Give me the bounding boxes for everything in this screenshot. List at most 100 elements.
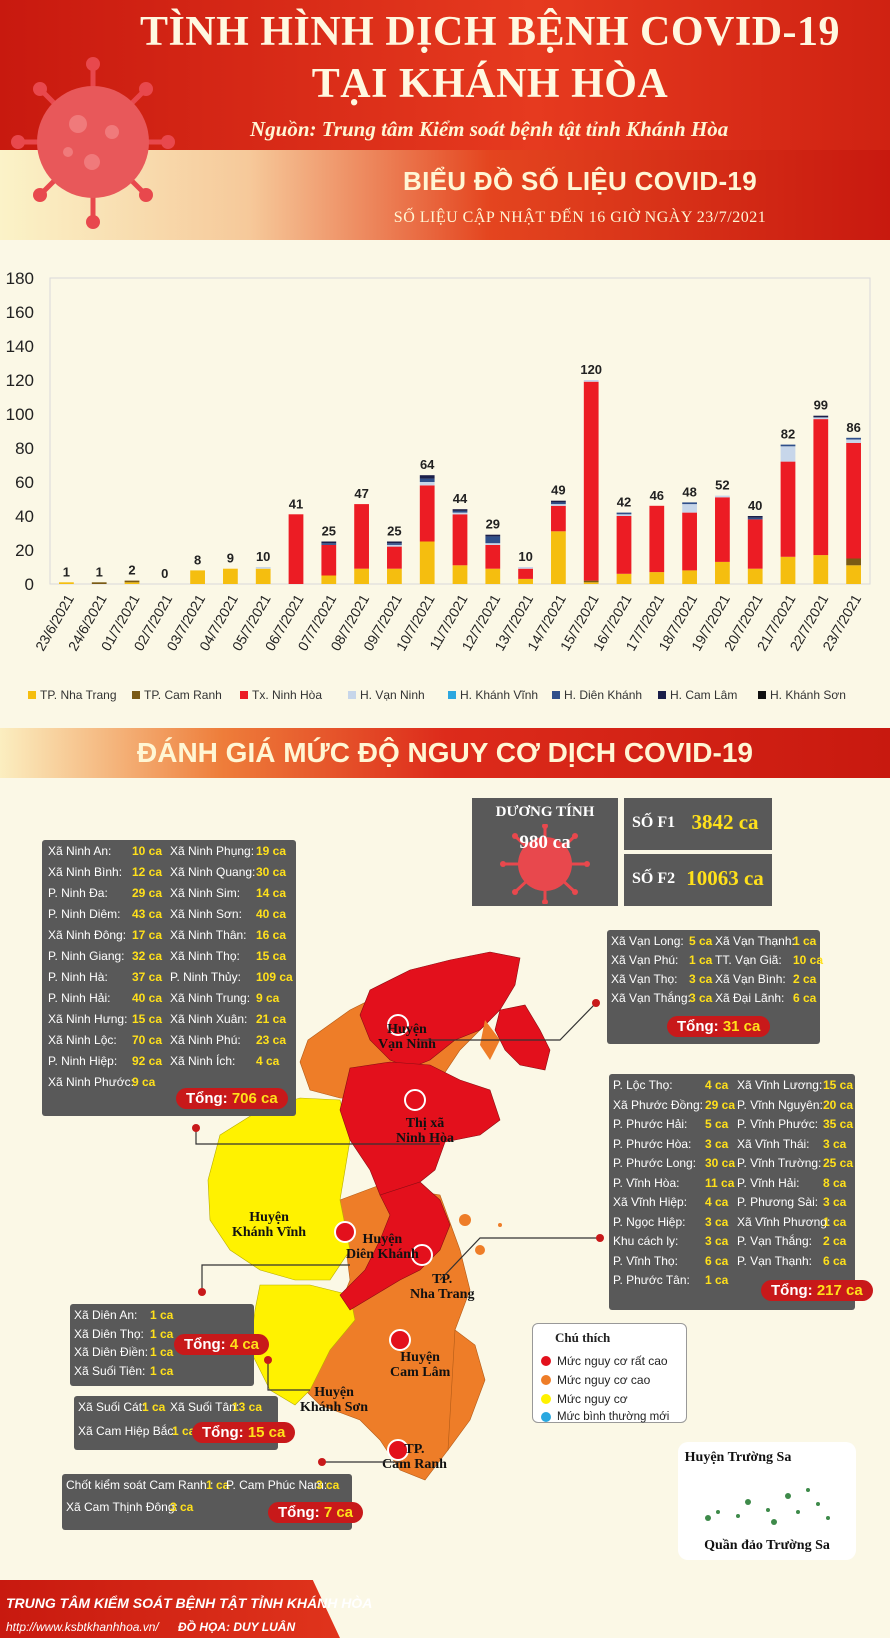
district-name: P. Phước Tân:	[613, 1273, 690, 1287]
bar-total-label: 8	[194, 552, 201, 567]
district-row: Xã Ninh Phú: 23 ca	[170, 1033, 286, 1047]
bar-segment	[780, 444, 796, 447]
district-name: P. Vĩnh Nguyên:	[737, 1097, 823, 1112]
district-name: Xã Vạn Thắng:	[611, 991, 691, 1005]
bar-segment	[583, 381, 599, 581]
bar-total-label: 99	[814, 398, 828, 413]
bar-segment	[551, 500, 566, 503]
district-row: Xã Ninh An: 10 ca	[48, 844, 162, 858]
district-name: P. Ngọc Hiệp:	[613, 1214, 686, 1229]
bar-segment	[321, 544, 337, 576]
district-cases: 10 ca	[793, 953, 824, 967]
legend-entry: TP. Cam Ranh	[132, 688, 222, 702]
district-name: Xã Vạn Thạnh:	[715, 934, 795, 948]
map-legend-item: Mức nguy cơ	[541, 1392, 628, 1406]
district-cases: 19 ca	[256, 844, 287, 858]
bar-total-label: 52	[715, 478, 729, 493]
district-cases: 92 ca	[132, 1054, 163, 1068]
district-name: P. Vĩnh Hải:	[737, 1175, 800, 1190]
total-badge: Tổng: 4 ca	[174, 1334, 270, 1355]
district-name: Xã Ninh Trung:	[170, 991, 251, 1005]
district-cases: 3 ca	[689, 991, 713, 1005]
bar-total-label: 82	[781, 427, 795, 442]
district-name: P. Vĩnh Phước:	[737, 1117, 819, 1131]
legend-label: H. Vạn Ninh	[360, 688, 425, 702]
district-row: P. Cam Phúc Nam: 3 ca	[226, 1478, 339, 1492]
district-cases: 2 ca	[793, 972, 817, 986]
district-name: Xã Ninh Phước:	[48, 1075, 134, 1089]
legend-label: H. Cam Lâm	[670, 688, 738, 702]
district-row: P. Phước Long: 30 ca	[613, 1156, 735, 1170]
bar-segment	[616, 514, 632, 516]
bar-segment	[715, 561, 730, 584]
map-region-red-peninsula	[494, 1004, 551, 1071]
chart-subtitle: SỐ LIỆU CẬP NHẬT ĐẾN 16 GIỜ NGÀY 23/7/20…	[393, 209, 767, 226]
bar-segment	[616, 516, 632, 574]
district-name: Xã Suối Tân:	[170, 1400, 240, 1414]
legend-entry: H. Khánh Vĩnh	[448, 688, 538, 702]
map-label-khanh-son: Huyện Khánh Sơn	[300, 1385, 369, 1415]
y-tick-label: 0	[25, 575, 34, 594]
district-row: P. Ninh Hải: 40 ca	[48, 991, 162, 1005]
district-row: P. Vĩnh Nguyên: 20 ca	[737, 1097, 853, 1112]
bar-segment	[747, 568, 763, 584]
district-row: P. Ninh Đa: 29 ca	[48, 886, 162, 900]
nha-trang-box: P. Lộc Thọ: 4 ca Xã Phước Đồng: 29 ca P. Phư…	[609, 1074, 873, 1310]
bar-total-label: 40	[748, 498, 762, 513]
bar-segment	[485, 534, 501, 537]
footer-org: TRUNG TÂM KIỂM SOÁT BỆNH TẬT TỈNH KHÁNH …	[6, 1595, 373, 1611]
total-label: Tổng:	[278, 1504, 320, 1521]
legend-entry: Tx. Ninh Hòa	[240, 688, 322, 702]
district-cases: 12 ca	[132, 865, 163, 879]
district-name: P. Vĩnh Hòa:	[613, 1175, 680, 1190]
map-label-cam-ranh: TP. Cam Ranh	[382, 1442, 447, 1472]
bar-segment	[715, 497, 730, 562]
district-name: Xã Diên Thọ:	[74, 1326, 144, 1341]
district-row: P. Vĩnh Hải: 8 ca	[737, 1175, 846, 1190]
bar-segment	[321, 543, 337, 545]
district-cases: 43 ca	[132, 907, 163, 921]
bar-segment	[813, 555, 829, 584]
bar-segment	[419, 475, 435, 479]
district-cases: 3 ca	[705, 1136, 729, 1151]
dien-khanh-box: Xã Diên An: 1 ca Xã Diên Thọ: 1 ca Xã Diên Đ…	[70, 1304, 270, 1386]
total-value: 7 ca	[323, 1504, 354, 1521]
district-cases: 4 ca	[705, 1195, 729, 1209]
district-name: P. Ninh Đa:	[48, 886, 108, 900]
district-cases: 23 ca	[256, 1033, 287, 1047]
footer-url[interactable]: http://www.ksbtkhanhhoa.vn/	[6, 1620, 159, 1634]
district-cases: 3 ca	[823, 1136, 847, 1151]
bar-segment	[354, 568, 369, 584]
bar-total-label: 2	[128, 563, 135, 578]
f1-box: SỐ F1 3842 ca	[624, 798, 772, 850]
district-name: P. Vĩnh Thọ:	[613, 1253, 678, 1268]
bar-segment	[846, 437, 861, 440]
district-name: P. Ninh Hà:	[48, 970, 108, 984]
map-label-ninh-hoa: Thị xã Ninh Hòa	[396, 1116, 454, 1146]
district-cases: 1 ca	[150, 1363, 174, 1378]
district-cases: 70 ca	[132, 1033, 163, 1047]
bar-segment	[747, 517, 763, 520]
bar-segment	[485, 544, 501, 569]
district-name: Xã Vĩnh Phương:	[737, 1214, 831, 1229]
district-name: Xã Vạn Bình:	[715, 972, 786, 986]
y-tick-label: 20	[15, 541, 34, 560]
total-label: Tổng:	[771, 1282, 813, 1299]
district-name: Xã Vĩnh Hiệp:	[613, 1195, 688, 1209]
main-title-line1: TÌNH HÌNH DỊCH BỆNH COVID-19	[139, 9, 841, 55]
district-cases: 1 ca	[172, 1424, 196, 1438]
district-name: Xã Ninh Thân:	[170, 928, 247, 942]
main-title-line2: TẠI KHÁNH HÒA	[311, 61, 669, 107]
district-cases: 1 ca	[150, 1345, 174, 1359]
district-row: P. Vĩnh Trường: 25 ca	[737, 1156, 853, 1170]
bar-segment	[321, 575, 337, 584]
bar-segment	[452, 509, 468, 511]
district-name: P. Ninh Giang:	[48, 949, 125, 963]
district-cases: 3 ca	[705, 1234, 729, 1248]
bar-segment	[616, 512, 632, 515]
bar-segment	[780, 461, 796, 557]
bar-segment	[780, 556, 796, 584]
district-cases: 40 ca	[132, 991, 163, 1005]
truong-sa-islands	[705, 1488, 830, 1525]
district-row: Xã Vạn Bình: 2 ca	[715, 972, 816, 986]
